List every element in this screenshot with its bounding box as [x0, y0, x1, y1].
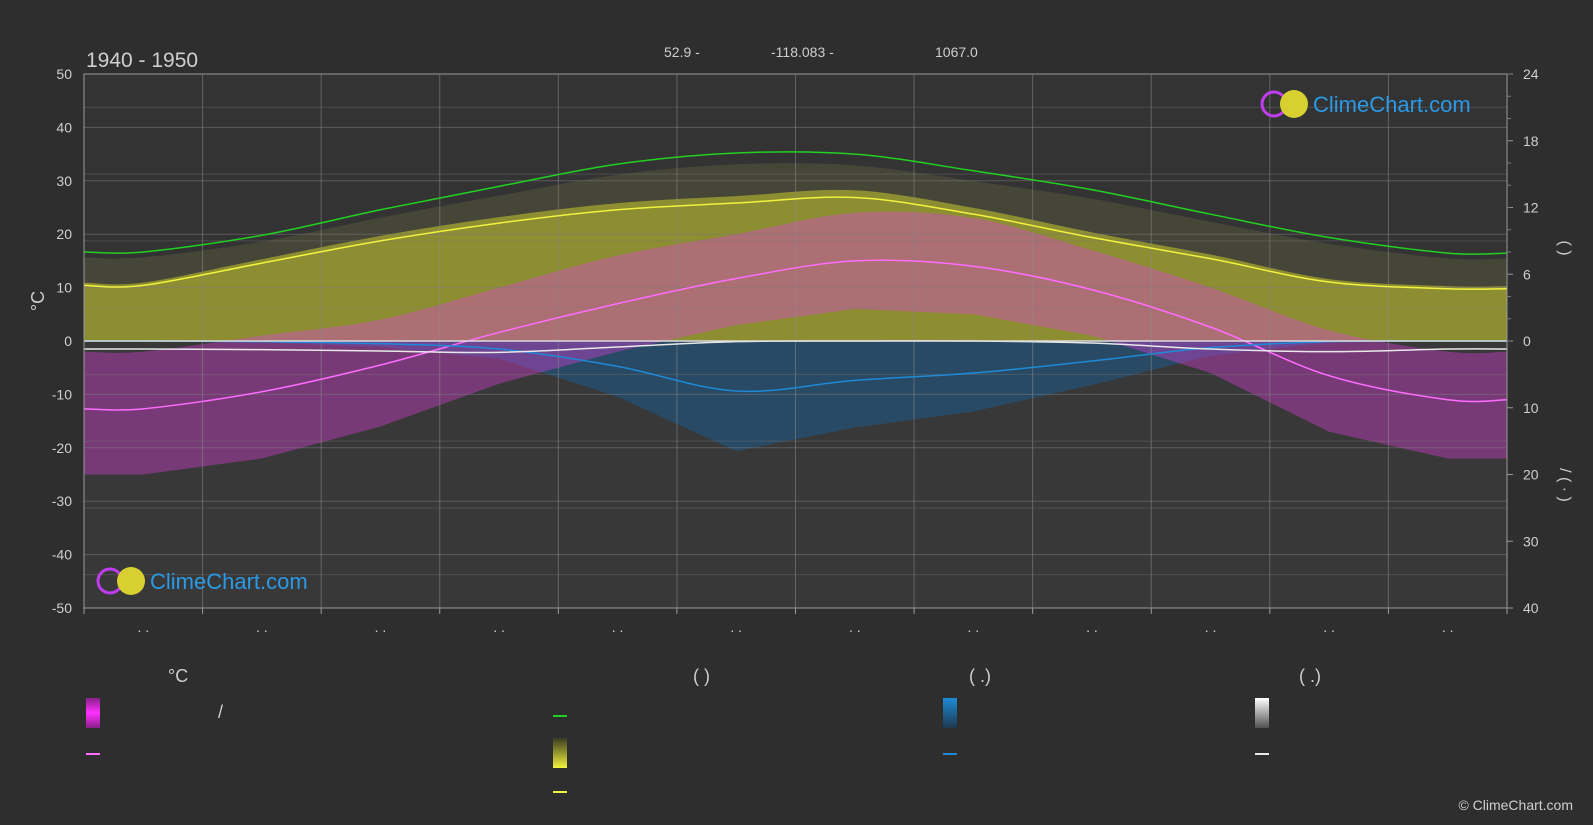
legend-sunshine-swatch — [553, 738, 567, 768]
axes: 50 40 30 20 10 0 -10 -20 -30 -40 -50 24 18 12 6 0 10 20 30… — [52, 66, 1539, 635]
legend-temp-range-swatch — [86, 698, 100, 728]
temp-mean-line — [83, 259, 1508, 411]
x-tick-label: . . — [1205, 619, 1217, 635]
legend-daylight-title: ( ) — [693, 666, 710, 686]
latitude-label: 52.9 - — [664, 44, 700, 60]
left-tick-label: 0 — [64, 333, 72, 349]
legend-daylight-line — [553, 715, 567, 717]
legend-rain-title: ( .) — [969, 666, 991, 686]
logo-bottom[interactable]: ClimeChart.com — [96, 567, 308, 595]
left-tick-label: -40 — [52, 547, 72, 563]
x-tick-label: . . — [1086, 619, 1098, 635]
series-lines — [83, 151, 1508, 411]
left-tick-label: 40 — [56, 119, 72, 135]
x-tick-label: . . — [137, 619, 149, 635]
copyright: © ClimeChart.com — [1458, 797, 1573, 813]
left-tick-label: 20 — [56, 226, 72, 242]
legend-snow-swatch — [1255, 698, 1269, 728]
left-tick-label: -50 — [52, 600, 72, 616]
x-tick-label: . . — [375, 619, 387, 635]
legend-temp-title: °C — [168, 666, 189, 686]
x-tick-label: . . — [256, 619, 268, 635]
x-tick-label: . . — [612, 619, 624, 635]
legend-sunshine-line — [553, 791, 567, 793]
right-tick-label: 40 — [1523, 600, 1539, 616]
right-tick-label: 12 — [1523, 200, 1539, 216]
x-tick-label: . . — [849, 619, 861, 635]
left-tick-label: 10 — [56, 280, 72, 296]
legend-snow-title: ( .) — [1299, 666, 1321, 686]
sunshine-line — [83, 196, 1508, 290]
left-tick-label: 50 — [56, 66, 72, 82]
right-tick-label: 0 — [1523, 333, 1531, 349]
logo-top[interactable]: ClimeChart.com — [1260, 90, 1471, 118]
legend-rain-swatch — [943, 698, 957, 728]
logo-sun-icon — [117, 567, 145, 595]
elevation-label: 1067.0 — [935, 44, 978, 60]
left-tick-label: -30 — [52, 493, 72, 509]
right-tick-label: 24 — [1523, 66, 1539, 82]
x-tick-label: . . — [1323, 619, 1335, 635]
period-title: 1940 - 1950 — [86, 49, 198, 72]
right-tick-label: 30 — [1523, 533, 1539, 549]
right-axis-top-label: ( ) — [1556, 240, 1573, 255]
legend-rain-line — [943, 753, 957, 755]
left-tick-label: -10 — [52, 386, 72, 402]
right-axis-bottom-label: / ( · ) — [1556, 468, 1573, 502]
x-tick-label: . . — [730, 619, 742, 635]
legend-temp-mean-line — [86, 753, 100, 755]
logo-text: ClimeChart.com — [150, 569, 308, 594]
right-tick-label: 6 — [1523, 266, 1531, 282]
right-tick-label: 10 — [1523, 400, 1539, 416]
left-tick-label: 30 — [56, 173, 72, 189]
right-tick-label: 18 — [1523, 133, 1539, 149]
logo-text: ClimeChart.com — [1313, 92, 1471, 117]
left-tick-label: -20 — [52, 440, 72, 456]
daylight-line — [83, 151, 1508, 256]
logo-sun-icon — [1280, 90, 1308, 118]
longitude-label: -118.083 - — [771, 44, 834, 60]
left-axis-unit-label: °C — [28, 291, 48, 311]
right-tick-label: 20 — [1523, 467, 1539, 483]
legend-temp-range-sep: / — [218, 702, 224, 722]
rain-line — [83, 340, 1508, 393]
x-tick-label: . . — [968, 619, 980, 635]
x-tick-label: . . — [493, 619, 505, 635]
x-tick-label: . . — [1442, 619, 1454, 635]
legend-snow-line — [1255, 753, 1269, 755]
